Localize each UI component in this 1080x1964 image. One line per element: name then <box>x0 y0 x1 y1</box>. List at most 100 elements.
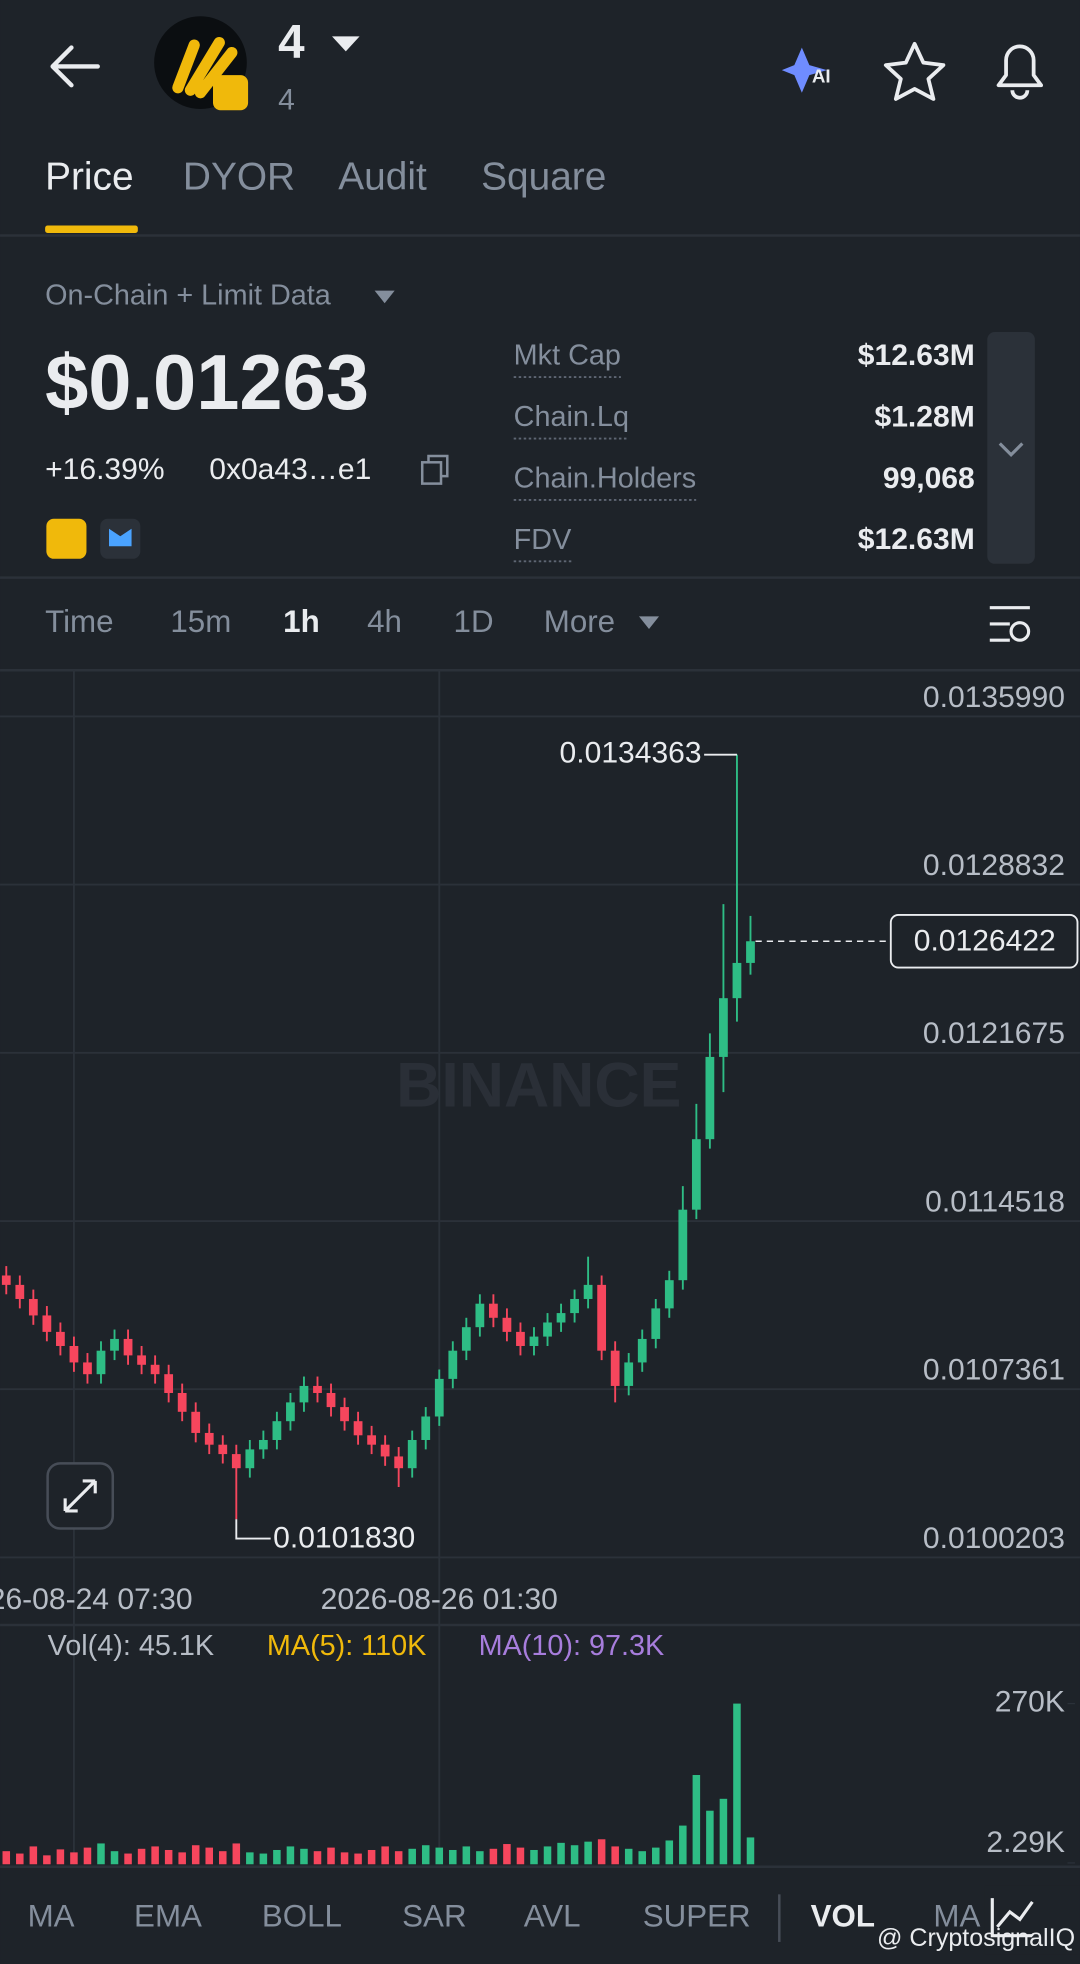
token-name[interactable]: 4 <box>278 16 305 69</box>
candle-body <box>502 1317 512 1332</box>
candle-body <box>678 1209 688 1281</box>
x-tick-label: 2026-08-26 01:30 <box>321 1583 558 1616</box>
candle-body <box>123 1338 133 1356</box>
candle-body <box>448 1350 458 1379</box>
volume-bar <box>367 1849 376 1865</box>
stat-value: $12.63M <box>858 523 975 556</box>
expand-stats[interactable] <box>987 332 1035 564</box>
volume-bar <box>151 1846 159 1865</box>
volume-bar <box>110 1851 119 1865</box>
volume-bar <box>381 1846 389 1865</box>
candle-body <box>15 1284 25 1299</box>
stat-label[interactable]: Chain.Lq <box>514 401 629 433</box>
indicator[interactable]: MA <box>933 1898 980 1933</box>
candle-body <box>570 1298 579 1314</box>
low-leader <box>235 1519 271 1540</box>
volume-bar <box>746 1837 755 1865</box>
candle-body <box>651 1308 661 1339</box>
volume-bar <box>530 1849 538 1865</box>
candle-body <box>299 1385 309 1403</box>
volume-bar <box>97 1843 105 1865</box>
stat-value: $12.63M <box>858 339 975 372</box>
tab[interactable]: Audit <box>338 155 427 198</box>
volume-bar <box>706 1810 714 1865</box>
candle-body <box>83 1362 92 1375</box>
volume-bar <box>83 1847 92 1865</box>
stat-label[interactable]: Chain.Holders <box>514 462 696 494</box>
candle-body <box>96 1350 106 1375</box>
tab[interactable]: DYOR <box>183 155 295 198</box>
copy-button[interactable] <box>420 454 449 485</box>
interval[interactable]: 1h <box>283 604 320 639</box>
volume-bar <box>557 1842 565 1865</box>
interval[interactable]: Time <box>45 604 113 639</box>
interval[interactable]: 1D <box>454 604 494 639</box>
candle-body <box>421 1416 431 1440</box>
alert-button[interactable] <box>996 44 1044 100</box>
indicator-settings[interactable] <box>990 1898 1034 1938</box>
y-tick-label: 0.0107361 <box>923 1354 1065 1387</box>
bnb-badge[interactable] <box>46 518 87 559</box>
ai-icon-text: AI <box>812 66 831 87</box>
candle-body <box>42 1315 52 1332</box>
volume-bar <box>327 1847 335 1865</box>
interval[interactable]: 15m <box>170 604 231 639</box>
tab[interactable]: Price <box>45 155 133 198</box>
chain-badge <box>213 75 249 111</box>
interval[interactable]: More <box>544 604 615 639</box>
volume-bar <box>733 1703 741 1865</box>
volume-bar <box>449 1849 457 1865</box>
indicator-bar <box>0 1866 1080 1964</box>
candle-body <box>150 1364 160 1375</box>
chart-settings[interactable] <box>989 606 1031 642</box>
indicator-fade <box>984 1885 1080 1955</box>
volume-bar <box>313 1851 322 1865</box>
stat-label[interactable]: Mkt Cap <box>514 340 621 372</box>
candle-body <box>313 1385 322 1393</box>
volume-tick-label: 2.29K <box>986 1826 1065 1859</box>
indicator[interactable]: AVL <box>524 1898 581 1933</box>
tab[interactable]: Square <box>481 155 606 198</box>
indicator[interactable]: MA <box>28 1898 75 1933</box>
volume-bar <box>624 1848 633 1865</box>
volume-bar <box>516 1847 525 1865</box>
candle-body <box>461 1327 471 1351</box>
low-label: 0.0101830 <box>273 1522 415 1555</box>
candle-body <box>177 1392 187 1412</box>
source-dropdown[interactable] <box>374 290 395 304</box>
volume-bar <box>503 1844 511 1865</box>
volume-bar <box>570 1845 579 1865</box>
candle-body <box>610 1350 620 1386</box>
volume-bar <box>286 1846 295 1865</box>
more-dropdown[interactable] <box>638 616 660 629</box>
candle-body <box>664 1280 674 1309</box>
volume-legend: MA(5): 110K <box>267 1630 427 1662</box>
indicator[interactable]: SUPER <box>643 1898 751 1933</box>
stat-label[interactable]: FDV <box>514 524 572 556</box>
data-source[interactable]: On-Chain + Limit Data <box>45 280 332 312</box>
candle-body <box>164 1374 174 1393</box>
indicator[interactable]: BOLL <box>262 1898 342 1933</box>
token-dropdown[interactable] <box>332 36 360 52</box>
volume-bar <box>476 1851 484 1865</box>
interval[interactable]: 4h <box>367 604 402 639</box>
indicator[interactable]: EMA <box>134 1898 202 1933</box>
price-change: +16.39% <box>45 453 164 486</box>
indicator[interactable]: VOL <box>811 1898 875 1933</box>
candle-body <box>597 1284 607 1351</box>
favorite-button[interactable] <box>883 41 946 101</box>
volume-bar <box>584 1841 592 1865</box>
candle-body <box>624 1362 634 1386</box>
ai-button[interactable] <box>781 47 827 93</box>
back-button[interactable] <box>50 45 100 88</box>
candle-body <box>353 1421 363 1436</box>
candle-body <box>434 1378 444 1417</box>
candle-body <box>556 1313 566 1323</box>
indicator[interactable]: SAR <box>402 1898 466 1933</box>
volume-bar <box>246 1852 254 1865</box>
y-tick-label: 0.0135990 <box>923 681 1065 714</box>
candle-body <box>272 1421 282 1440</box>
candle-body <box>204 1432 214 1445</box>
